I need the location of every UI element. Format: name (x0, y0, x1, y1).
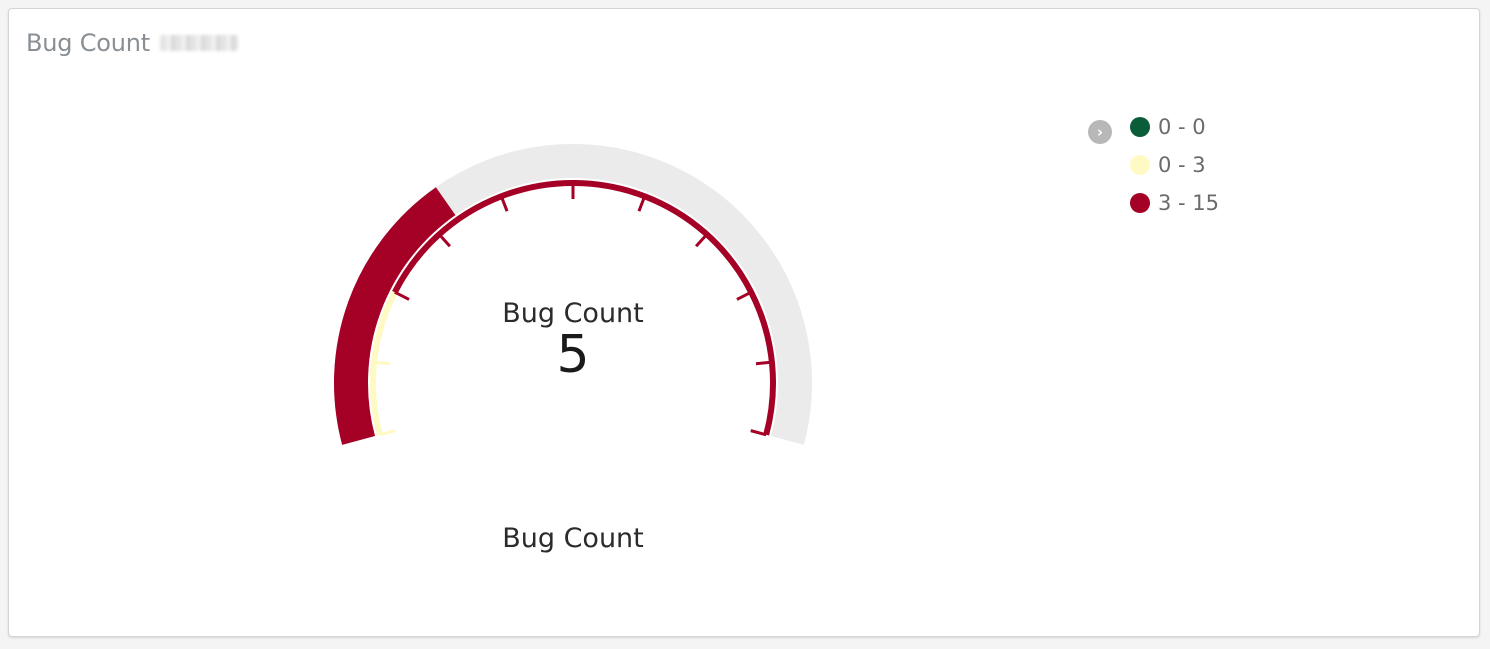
legend-label: 0 - 3 (1158, 153, 1206, 177)
gauge-tick (373, 360, 391, 366)
gauge-tick (750, 429, 767, 437)
gauge-tick (736, 290, 752, 301)
legend-color-dot (1130, 193, 1150, 213)
gauge-tick (379, 429, 396, 437)
gauge-tick (755, 360, 773, 366)
gauge-axis-label: Bug Count (502, 523, 644, 554)
legend: › 0 - 0 0 - 3 3 - 15 (1088, 108, 1219, 222)
legend-item[interactable]: 0 - 3 (1130, 146, 1219, 184)
legend-label: 3 - 15 (1158, 191, 1220, 215)
card-title: Bug Count (26, 29, 239, 57)
chevron-right-icon[interactable]: › (1088, 120, 1112, 144)
legend-item[interactable]: 0 - 0 (1130, 108, 1219, 146)
legend-color-dot (1130, 155, 1150, 175)
legend-label: 0 - 0 (1158, 115, 1206, 139)
gauge-tick (499, 195, 509, 212)
gauge-center-label: Bug Count (502, 298, 644, 329)
gauge-tick (438, 233, 451, 248)
gauge-tick (695, 233, 708, 248)
redacted-title-suffix (160, 35, 239, 51)
gauge-value: 5 (556, 325, 589, 385)
gauge-value-arc (334, 187, 456, 445)
gauge-card: Bug Count (8, 8, 1480, 637)
gauge-tick (637, 195, 647, 212)
card-title-text: Bug Count (26, 29, 151, 57)
legend-item[interactable]: 3 - 15 (1130, 184, 1219, 222)
legend-color-dot (1130, 117, 1150, 137)
gauge-tick (394, 290, 410, 301)
